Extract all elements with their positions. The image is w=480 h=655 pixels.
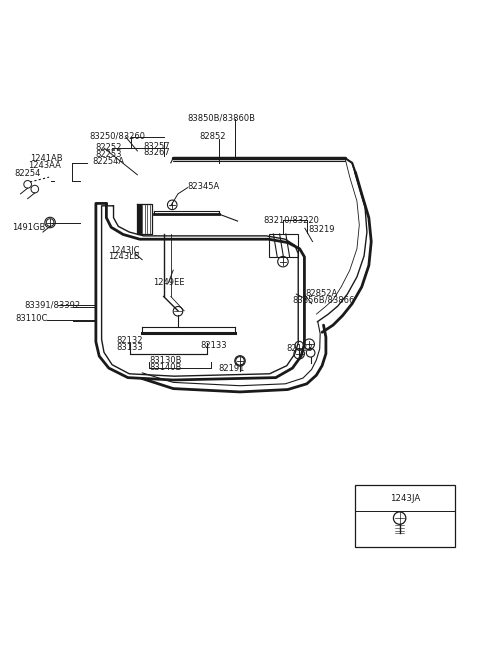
Text: 83210/83220: 83210/83220 xyxy=(263,215,319,224)
Text: 83140B: 83140B xyxy=(149,363,182,372)
Text: 82345A: 82345A xyxy=(188,181,220,191)
Text: 1249EE: 1249EE xyxy=(153,278,185,287)
Text: 83267: 83267 xyxy=(144,148,170,157)
Text: 83219: 83219 xyxy=(309,225,335,234)
Text: 83391/83392: 83391/83392 xyxy=(24,300,81,309)
Text: 82254A: 82254A xyxy=(92,157,124,166)
Text: 82852A: 82852A xyxy=(306,289,338,297)
Text: 1241AB: 1241AB xyxy=(30,154,63,163)
Text: 1243JA: 1243JA xyxy=(389,493,420,502)
Text: 83850B/83860B: 83850B/83860B xyxy=(188,113,255,122)
Text: 83250/83260: 83250/83260 xyxy=(90,131,145,140)
Text: 82254: 82254 xyxy=(15,170,41,178)
Bar xyxy=(355,485,455,547)
Text: 83130B: 83130B xyxy=(149,356,182,365)
Text: 1243AA: 1243AA xyxy=(29,160,61,170)
Text: 82253: 82253 xyxy=(95,150,121,159)
Text: 82132: 82132 xyxy=(116,337,143,345)
Text: 82852: 82852 xyxy=(199,132,226,141)
Text: 82133: 82133 xyxy=(287,345,313,354)
Text: 82133: 82133 xyxy=(201,341,228,350)
Text: 83856B/83866: 83856B/83866 xyxy=(292,295,355,305)
Text: 83133: 83133 xyxy=(116,343,143,352)
Text: 82191: 82191 xyxy=(218,364,244,373)
Text: 1243JC: 1243JC xyxy=(110,246,140,255)
Text: 82252: 82252 xyxy=(95,143,121,151)
Text: 1243LB: 1243LB xyxy=(108,252,140,261)
Text: 1491GB: 1491GB xyxy=(12,223,45,232)
Text: 83110C: 83110C xyxy=(16,314,48,324)
Bar xyxy=(269,234,298,257)
Text: 83257: 83257 xyxy=(144,141,170,151)
